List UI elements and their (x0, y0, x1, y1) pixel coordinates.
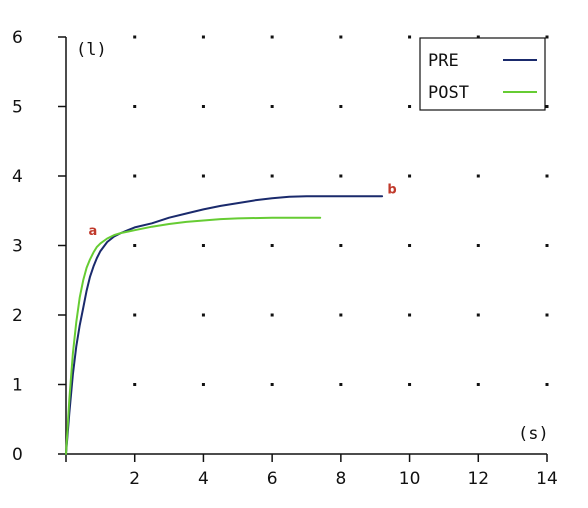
x-tick-label: 10 (399, 469, 421, 489)
grid-dot (408, 244, 412, 247)
grid-dot (339, 383, 343, 386)
grid-dot (201, 105, 205, 108)
grid-dot (408, 313, 412, 317)
series-line-post (65, 216, 322, 455)
x-axis-label: (s) (518, 424, 549, 444)
grid-dot (476, 174, 480, 178)
grid-dot (201, 313, 205, 317)
grid-dot (545, 244, 549, 247)
x-tick-label: 2 (129, 469, 140, 489)
x-tick-label: 8 (335, 469, 346, 489)
grid-dot (339, 35, 343, 39)
grid-dot (270, 313, 274, 317)
grid-dot (201, 174, 205, 178)
grid-dot (270, 35, 274, 39)
grid-dot (133, 383, 137, 386)
grid-dot (545, 35, 549, 39)
legend-label-pre: PRE (428, 51, 459, 71)
y-tick-label: 1 (12, 376, 23, 396)
grid-dot (270, 383, 274, 386)
annotation-a: a (88, 224, 97, 239)
grid-dot (476, 383, 480, 386)
grid-dot (201, 383, 205, 386)
grid-dot (476, 35, 480, 39)
grid-dot (476, 313, 480, 317)
grid-dot (270, 174, 274, 178)
grid-dot (408, 35, 412, 39)
grid-dot (201, 35, 205, 39)
grid-dot (270, 244, 274, 247)
grid-dot (339, 313, 343, 317)
grid-dot (408, 105, 412, 108)
grid-dot (201, 244, 205, 247)
legend-label-post: POST (428, 83, 469, 103)
series-lines (65, 195, 384, 455)
x-tick-label: 4 (198, 469, 209, 489)
legend-box (419, 37, 546, 111)
y-tick-label: 5 (12, 98, 23, 118)
grid-dot (545, 383, 549, 386)
y-tick-label: 2 (12, 306, 23, 326)
grid-dot (133, 35, 137, 39)
grid-dot (545, 174, 549, 178)
annotations: ab (88, 182, 396, 239)
x-tick-label: 12 (467, 469, 489, 489)
annotation-b: b (387, 182, 396, 197)
grid-dot (408, 174, 412, 178)
grid-dot (408, 383, 412, 386)
y-tick-label: 6 (12, 28, 23, 48)
grid-dot (133, 313, 137, 317)
grid-dot (545, 105, 549, 108)
grid-dot (339, 174, 343, 178)
grid-dot (545, 313, 549, 317)
grid-dot (133, 105, 137, 108)
y-tick-label: 3 (12, 237, 23, 257)
grid-dot (339, 105, 343, 108)
y-tick-label: 0 (12, 445, 23, 465)
x-tick-label: 6 (267, 469, 278, 489)
legend: PRE POST (419, 37, 546, 111)
grid-dot (270, 105, 274, 108)
grid-dots (133, 35, 549, 386)
grid-dot (133, 174, 137, 178)
x-tick-label: 14 (536, 469, 558, 489)
y-axis-label: (l) (76, 40, 107, 60)
grid-dot (133, 244, 137, 247)
y-tick-label: 4 (12, 167, 23, 187)
grid-dot (476, 244, 480, 247)
grid-dot (339, 244, 343, 247)
